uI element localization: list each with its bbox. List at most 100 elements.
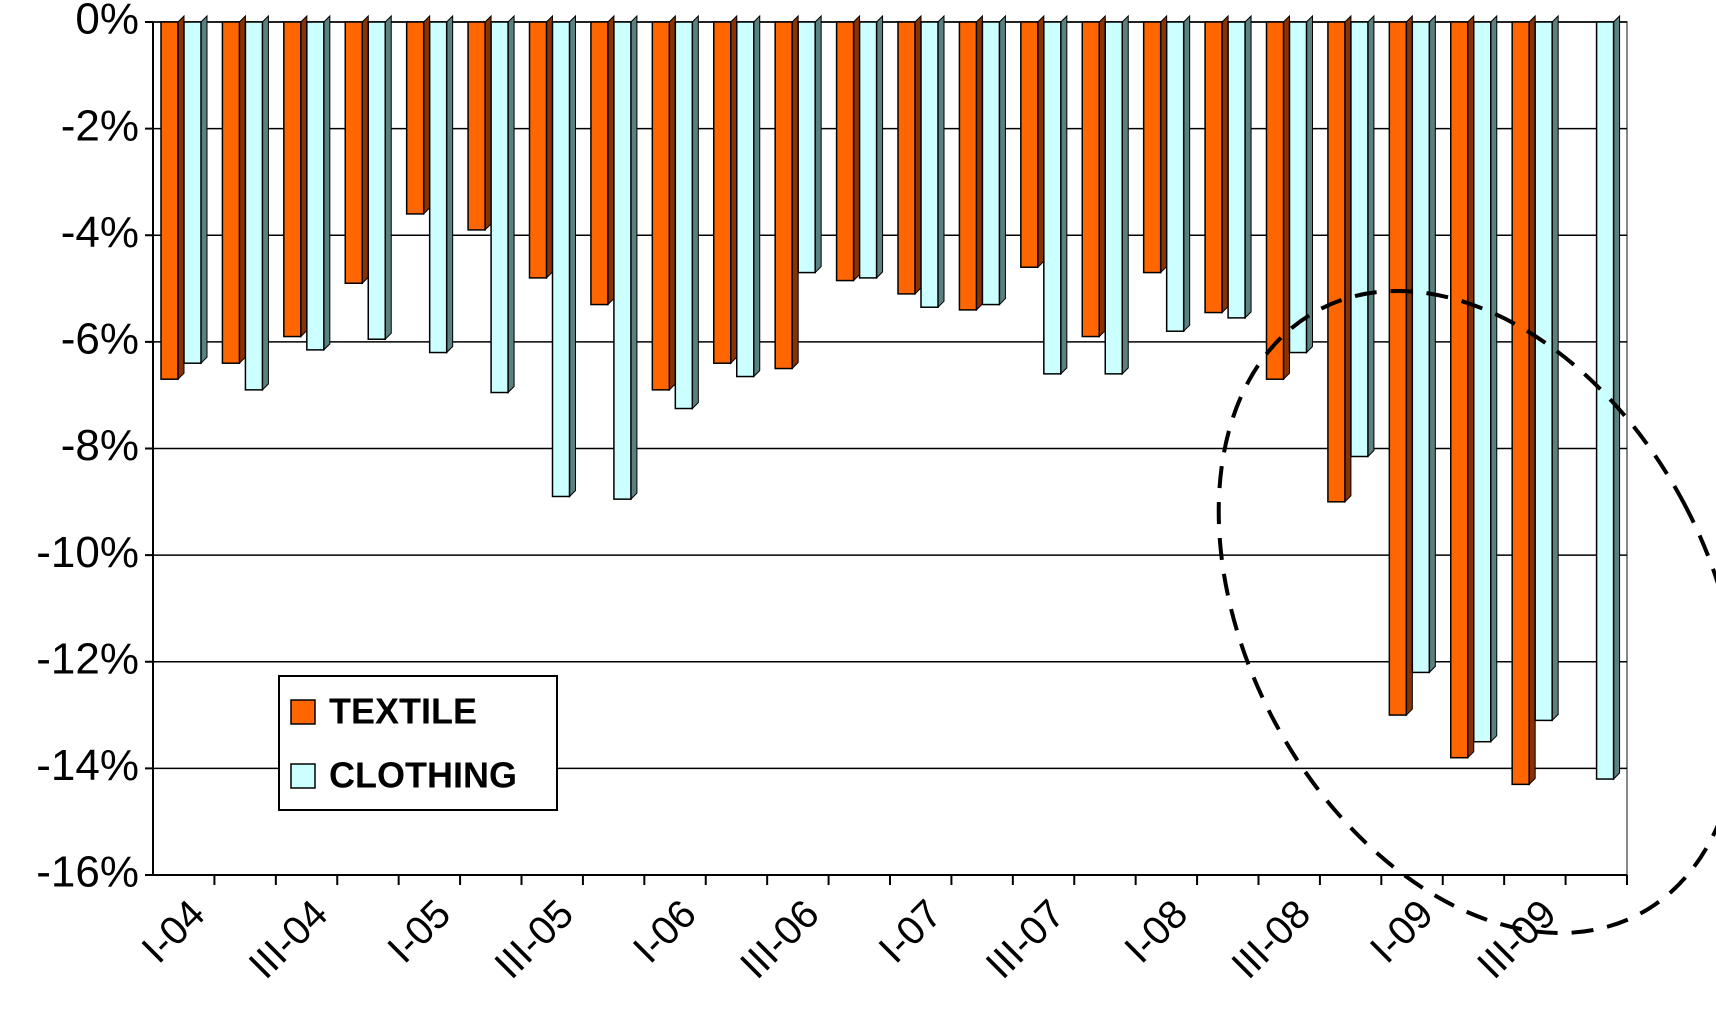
bar-side: [791, 14, 799, 370]
bar-side: [668, 14, 676, 392]
bar-side: [384, 14, 392, 341]
bar: [774, 21, 793, 370]
bar-side: [261, 14, 269, 392]
bar: [958, 21, 978, 311]
y-tick-label: -14%: [36, 741, 139, 790]
bar: [551, 21, 571, 498]
bar-side: [200, 14, 208, 365]
bar: [306, 21, 325, 351]
bar: [528, 21, 548, 279]
bar-side: [484, 14, 492, 232]
bar-side: [1121, 14, 1129, 376]
bar: [490, 21, 509, 394]
bar-side: [1528, 14, 1536, 786]
bar-side: [177, 14, 185, 381]
y-tick-label: -8%: [61, 421, 139, 470]
bar-side: [1344, 14, 1352, 504]
x-tick-label: III-06: [732, 892, 828, 988]
bar-side: [1367, 14, 1375, 458]
bar-side: [300, 14, 308, 338]
bar: [1327, 21, 1346, 503]
y-tick-label: -12%: [36, 634, 139, 683]
bar-side: [691, 14, 699, 410]
x-tick-label: I-06: [625, 892, 705, 972]
x-tick-label: III-08: [1223, 892, 1319, 988]
bar: [1288, 21, 1308, 354]
bar-side: [1551, 14, 1559, 722]
bar: [344, 21, 363, 284]
bar-side: [630, 14, 638, 501]
bar-side: [998, 14, 1006, 306]
bar-side: [814, 14, 822, 274]
bar: [428, 21, 448, 354]
bar: [1081, 21, 1100, 338]
bar-side: [753, 14, 761, 378]
bar: [467, 21, 486, 231]
x-tick-label: III-05: [486, 892, 582, 988]
x-tick-label: I-09: [1362, 892, 1442, 972]
bar-side: [1405, 14, 1413, 717]
bar: [590, 21, 609, 306]
bar: [1450, 21, 1469, 759]
bar: [613, 21, 632, 500]
y-tick-label: -4%: [61, 208, 139, 257]
bar-side: [1037, 14, 1045, 269]
legend-label: CLOTHING: [329, 755, 517, 796]
bar-side: [1244, 14, 1252, 320]
bar-side: [607, 14, 615, 306]
bar: [713, 21, 732, 364]
bar-side: [914, 14, 922, 296]
bar-side: [1160, 14, 1168, 274]
bar: [1265, 21, 1285, 380]
legend-swatch: [290, 699, 316, 725]
bar: [797, 21, 816, 274]
bar: [981, 21, 1001, 306]
bar: [1534, 21, 1553, 722]
bar-side: [423, 14, 431, 216]
bar: [651, 21, 671, 391]
bar-side: [1306, 14, 1313, 354]
bar: [244, 21, 264, 391]
bar-side: [323, 14, 331, 352]
bar: [1165, 21, 1185, 332]
y-tick-label: -2%: [61, 101, 139, 150]
bar-side: [238, 14, 246, 365]
bar: [1043, 21, 1062, 375]
bar: [405, 21, 425, 215]
x-tick-label: I-08: [1116, 892, 1196, 972]
bar-side: [446, 14, 454, 354]
bar: [1473, 21, 1492, 743]
bar: [1350, 21, 1369, 458]
y-tick-label: -16%: [36, 848, 139, 897]
bar-side: [876, 14, 884, 280]
bar: [835, 21, 855, 282]
bar: [1104, 21, 1123, 375]
bar-side: [937, 14, 945, 309]
bar-side: [1467, 14, 1475, 759]
bar-side: [1183, 14, 1191, 333]
bar: [283, 21, 302, 338]
bar: [1227, 21, 1246, 319]
bar-side: [1221, 14, 1229, 314]
bar-side: [1060, 14, 1068, 376]
bar: [1411, 21, 1431, 674]
x-tick-label: I-05: [379, 892, 459, 972]
x-tick-label: III-04: [241, 892, 337, 988]
bar: [1142, 21, 1162, 274]
bar-side: [853, 14, 861, 282]
x-tick-label: I-04: [134, 892, 214, 972]
bar: [367, 21, 386, 340]
bar: [221, 21, 241, 364]
legend-swatch: [290, 763, 316, 789]
bar: [1204, 21, 1223, 314]
bar-side: [569, 14, 576, 498]
bar-side: [1098, 14, 1106, 338]
bar-side: [975, 14, 983, 312]
bar: [1020, 21, 1039, 268]
bar: [183, 21, 202, 364]
bar-side: [507, 14, 515, 394]
bar-side: [730, 14, 738, 365]
highlight-ellipse: [1216, 288, 1716, 936]
x-tick-label: I-07: [871, 892, 951, 972]
